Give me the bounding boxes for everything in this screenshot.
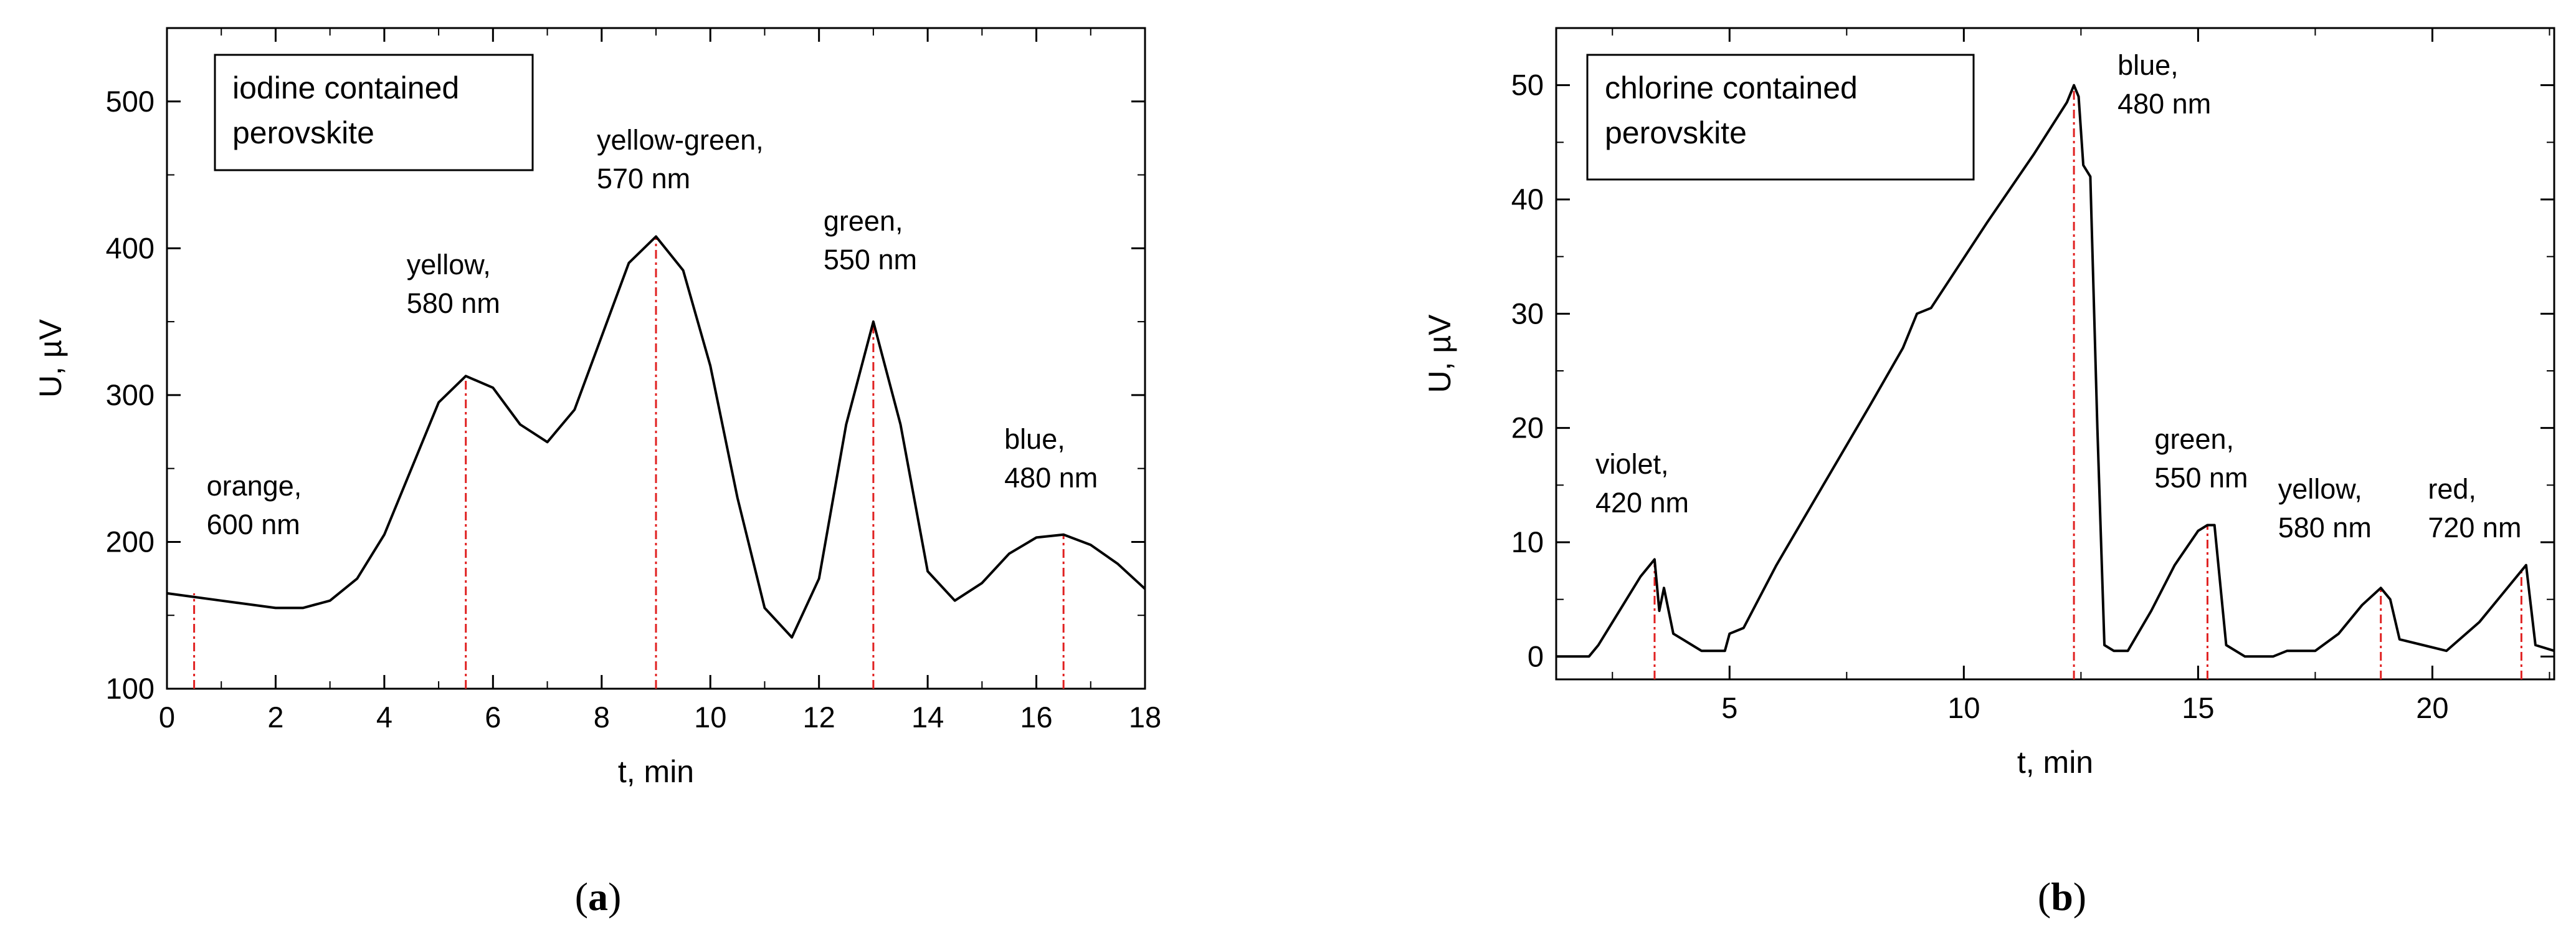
y-axis-title-prefix: U, xyxy=(1422,353,1457,393)
peak-label: green, xyxy=(2154,423,2234,455)
y-axis-title: U, µV xyxy=(33,318,68,398)
caption-paren: ( xyxy=(575,874,588,919)
y-tick-label: 20 xyxy=(1511,411,1544,444)
caption-paren: ( xyxy=(2038,874,2051,919)
caption-paren: ) xyxy=(608,874,621,919)
legend-text: perovskite xyxy=(232,115,374,150)
peak-label: 580 nm xyxy=(407,287,500,319)
peak-label: 600 nm xyxy=(207,509,300,540)
x-tick-label: 18 xyxy=(1129,701,1161,734)
legend-text: chlorine contained xyxy=(1605,70,1858,105)
peak-label: blue, xyxy=(2117,49,2179,81)
caption-paren: ) xyxy=(2073,874,2086,919)
peak-label: orange, xyxy=(207,470,302,502)
x-tick-label: 10 xyxy=(1947,691,1980,724)
peak-label: yellow, xyxy=(407,249,491,280)
x-tick-label: 14 xyxy=(911,701,944,734)
peak-label: red, xyxy=(2428,473,2476,505)
peak-label: blue, xyxy=(1004,423,1065,455)
x-tick-label: 6 xyxy=(485,701,501,734)
x-tick-label: 10 xyxy=(694,701,726,734)
y-tick-label: 400 xyxy=(106,231,154,264)
peak-label: 570 nm xyxy=(597,163,690,194)
y-tick-label: 500 xyxy=(106,85,154,118)
x-tick-label: 5 xyxy=(1721,691,1737,724)
x-tick-label: 2 xyxy=(267,701,283,734)
peak-label: 420 nm xyxy=(1595,487,1689,519)
peak-label: 550 nm xyxy=(824,244,917,275)
peak-label: yellow-green, xyxy=(597,124,764,156)
x-tick-label: 12 xyxy=(803,701,835,734)
peak-label: 550 nm xyxy=(2154,462,2248,494)
x-tick-label: 20 xyxy=(2416,691,2448,724)
peak-label: 480 nm xyxy=(1004,462,1098,494)
chart-panel-a: 0 2 4 6 8 10 12 14 16 18 100 200 300 400 500 t, min U, µ… xyxy=(33,27,1161,789)
x-tick-label: 15 xyxy=(2182,691,2214,724)
y-tick-label: 100 xyxy=(106,672,154,705)
x-tick-label: 8 xyxy=(594,701,610,734)
y-axis-title-unit: µV xyxy=(33,318,68,358)
legend-text: iodine contained xyxy=(232,70,459,105)
legend-box xyxy=(1586,54,1975,181)
y-tick-label: 30 xyxy=(1511,297,1544,330)
x-tick-label: 16 xyxy=(1020,701,1052,734)
peak-label: yellow, xyxy=(2278,473,2362,505)
peak-label: 580 nm xyxy=(2278,512,2372,543)
series-line-signal xyxy=(166,235,1146,639)
y-tick-label: 50 xyxy=(1511,69,1544,102)
y-axis-title: U, µV xyxy=(1422,314,1457,393)
plot-frame xyxy=(1555,27,2555,681)
caption-letter: b xyxy=(2051,874,2073,919)
y-axis-title-unit: µV xyxy=(1422,314,1457,353)
x-axis-title: t, min xyxy=(618,754,694,789)
peak-label: 720 nm xyxy=(2428,512,2521,543)
series-line-signal xyxy=(1556,84,2555,658)
y-tick-label: 10 xyxy=(1511,525,1544,558)
y-tick-label: 200 xyxy=(106,525,154,558)
legend-text: perovskite xyxy=(1605,115,1747,150)
y-tick-label: 0 xyxy=(1528,639,1544,673)
peak-label: green, xyxy=(824,205,903,237)
y-axis-title-prefix: U, xyxy=(33,358,68,398)
x-axis-title: t, min xyxy=(2017,745,2093,780)
peak-label: violet, xyxy=(1595,448,1669,480)
caption-letter: a xyxy=(588,874,608,919)
panel-caption-b: (b) xyxy=(2038,874,2086,919)
peak-label: 480 nm xyxy=(2117,88,2211,120)
panel-caption-a: (a) xyxy=(575,874,622,919)
x-tick-label: 4 xyxy=(376,701,392,734)
x-tick-label: 0 xyxy=(159,701,175,734)
chart-panel-b: 5 10 15 20 0 10 20 30 40 50 t, min U, µV violet, 420 … xyxy=(1422,27,2555,780)
y-tick-label: 300 xyxy=(106,378,154,411)
y-tick-label: 40 xyxy=(1511,183,1544,216)
legend-box xyxy=(214,54,534,171)
